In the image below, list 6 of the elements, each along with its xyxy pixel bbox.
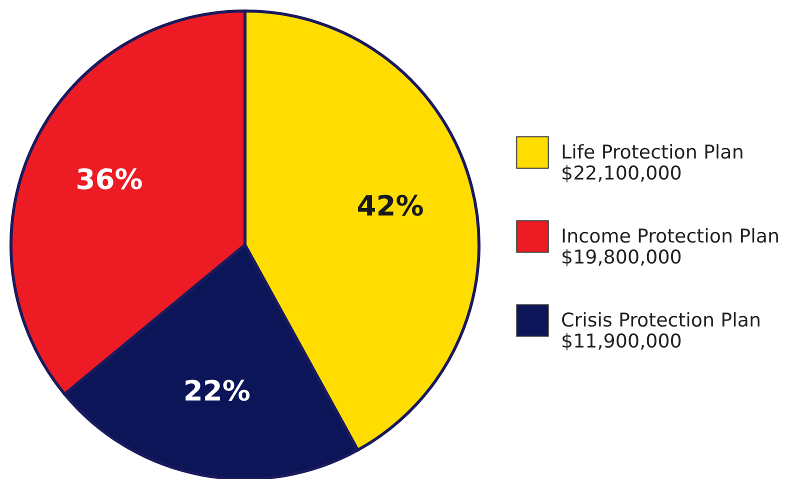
legend-label: Life Protection Plan $22,100,000 (561, 142, 744, 184)
data-label: 36% (76, 163, 143, 196)
legend-label: Crisis Protection Plan $11,900,000 (561, 310, 762, 352)
data-label: 42% (356, 190, 424, 223)
data-label: 22% (183, 374, 250, 408)
legend-label: Income Protection Plan $19,800,000 (561, 226, 780, 268)
